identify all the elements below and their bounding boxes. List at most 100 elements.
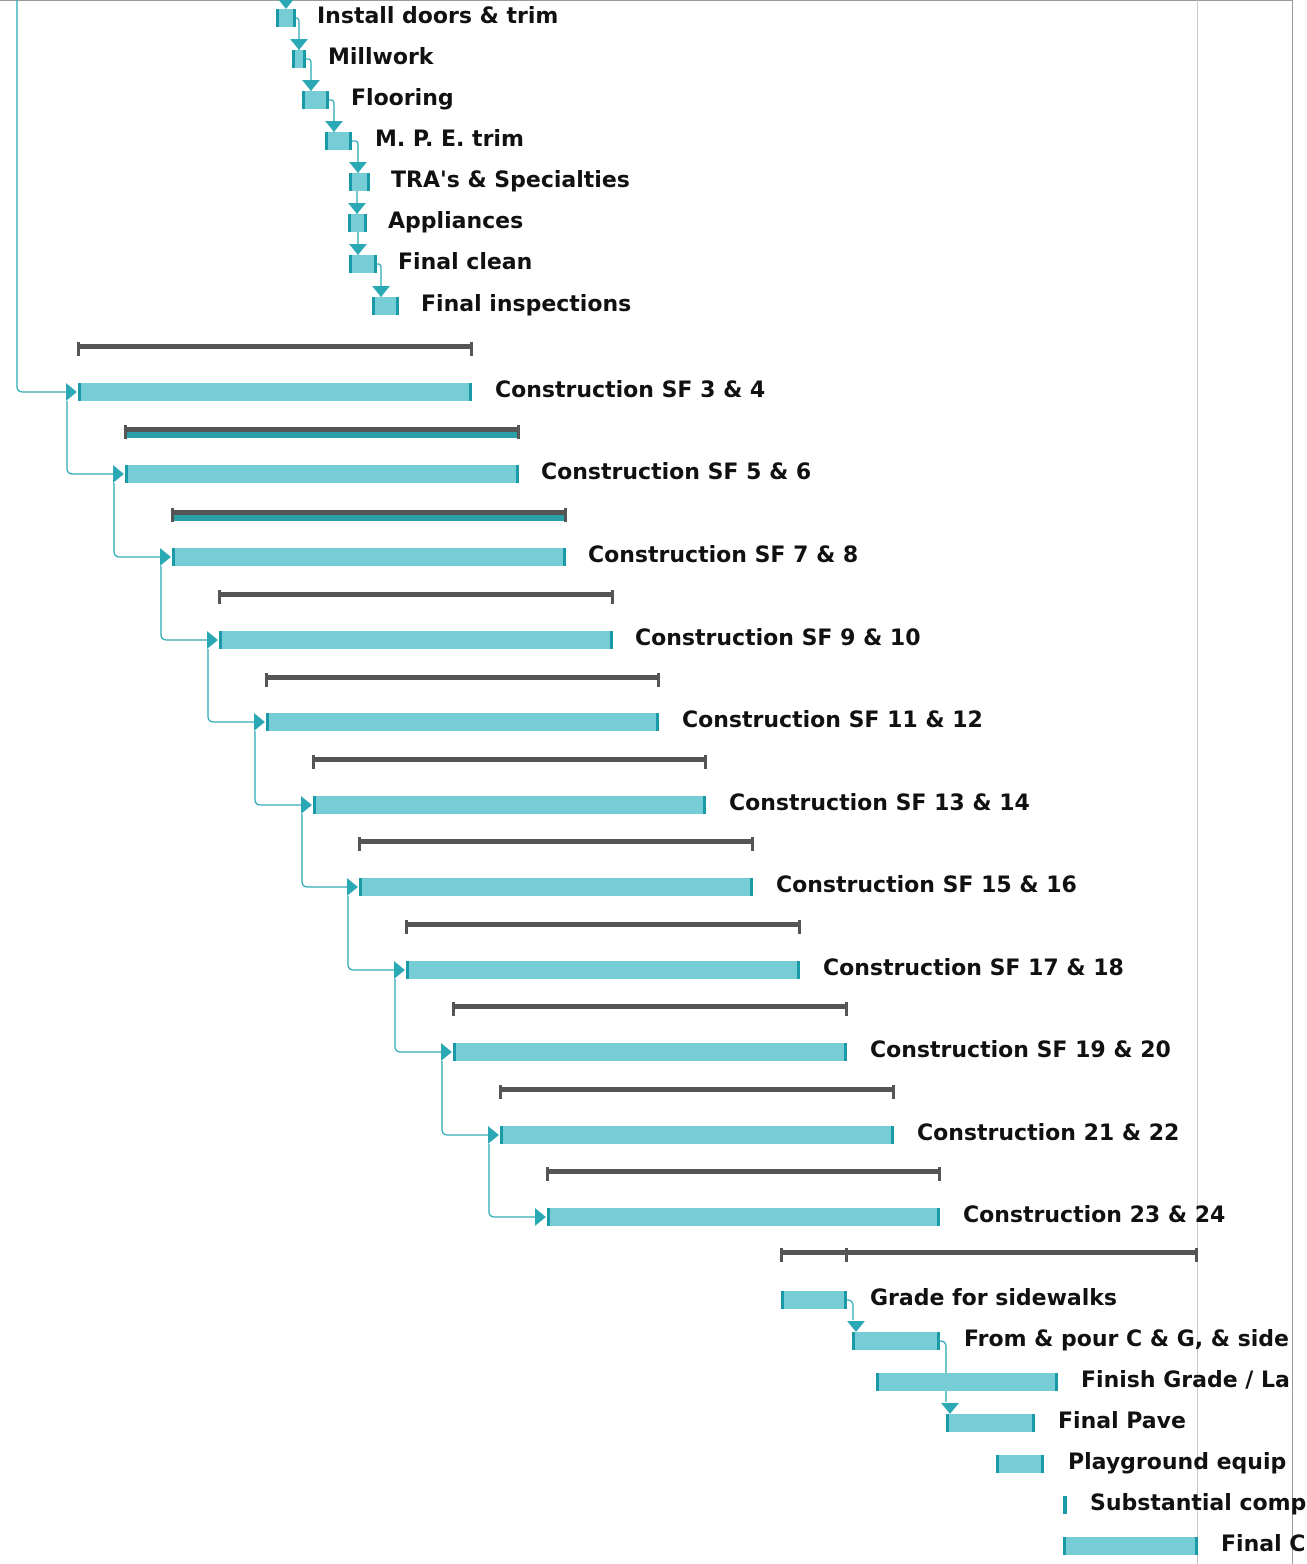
task-bar-22-end-edge: [1032, 1414, 1035, 1432]
task-bar-15-end-edge: [797, 961, 800, 979]
summary-bar-11-end-cap: [611, 590, 614, 604]
task-bar-15: [406, 961, 800, 979]
summary-bar-12: [266, 675, 659, 680]
dependency-link-main: [16, 0, 72, 393]
task-bar-25: [1063, 1537, 1198, 1555]
link-arrow-down: [372, 286, 390, 297]
task-label-sf-9-10: Construction SF 9 & 10: [635, 626, 921, 651]
link-arrow-right: [113, 465, 124, 483]
task-bar-7: [372, 297, 399, 315]
task-label-millwork: Millwork: [328, 45, 434, 70]
task-label-final-inspections: Final inspections: [421, 292, 632, 317]
task-bar-20-start-edge: [852, 1332, 855, 1350]
task-label-sf-19-20: Construction SF 19 & 20: [870, 1038, 1171, 1063]
task-bar-1: [292, 50, 306, 68]
link-arrow-down: [348, 203, 366, 214]
task-bar-8: [78, 383, 472, 401]
task-label-grade-sidewalks: Grade for sidewalks: [870, 1286, 1118, 1311]
task-bar-21-start-edge: [876, 1373, 879, 1391]
task-bar-19: [781, 1291, 847, 1309]
dependency-link-11: [207, 649, 255, 723]
task-bar-13: [313, 796, 706, 814]
dependency-link-6: [377, 263, 382, 297]
task-label-final-c: Final C: [1221, 1532, 1306, 1557]
dependency-link-2: [329, 99, 335, 132]
task-bar-12: [266, 713, 659, 731]
task-bar-5-end-edge: [364, 214, 367, 232]
task-bar-23-end-edge: [1041, 1455, 1044, 1473]
task-label-sf-11-12: Construction SF 11 & 12: [682, 708, 983, 733]
task-bar-17-end-edge: [891, 1126, 894, 1144]
task-bar-13-start-edge: [313, 796, 316, 814]
task-bar-2-start-edge: [302, 91, 305, 109]
link-arrow-right: [394, 961, 405, 979]
summary-bar-16: [453, 1004, 847, 1009]
dependency-link-15: [394, 979, 442, 1053]
pane-edge: [1292, 0, 1293, 1564]
task-bar-23: [996, 1455, 1044, 1473]
summary-bar-9-progress: [127, 432, 517, 438]
summary-bar-8-start-cap: [77, 342, 80, 356]
task-bar-12-start-edge: [266, 713, 269, 731]
task-label-sf-5-6: Construction SF 5 & 6: [541, 460, 812, 485]
link-arrow-right: [441, 1043, 452, 1061]
task-bar-3-end-edge: [349, 132, 352, 150]
task-bar-18: [547, 1208, 940, 1226]
link-arrow-down: [325, 121, 343, 132]
task-label-sf-7-8: Construction SF 7 & 8: [588, 543, 859, 568]
summary-bar-10-start-cap: [171, 508, 174, 522]
task-bar-0: [276, 9, 296, 27]
link-arrow-right: [488, 1126, 499, 1144]
task-bar-2-end-edge: [326, 91, 329, 109]
summary-bar-10-end-cap: [564, 508, 567, 522]
task-bar-19-start-edge: [781, 1291, 784, 1309]
task-bar-13-end-edge: [703, 796, 706, 814]
link-arrow-right: [535, 1208, 546, 1226]
task-label-form-pour: From & pour C & G, & side: [964, 1327, 1289, 1352]
dependency-link-9: [113, 483, 161, 558]
task-label-finish-grade: Finish Grade / La: [1081, 1368, 1290, 1393]
link-arrow-right: [66, 383, 77, 401]
task-bar-16-end-edge: [844, 1043, 847, 1061]
summary-bar-16-start-cap: [452, 1002, 455, 1016]
task-bar-23-start-edge: [996, 1455, 999, 1473]
task-bar-19-end-edge: [844, 1291, 847, 1309]
task-bar-6: [349, 255, 377, 273]
summary-bar-18-start-cap: [546, 1167, 549, 1181]
task-bar-25-end-edge: [1195, 1537, 1198, 1555]
task-bar-22-start-edge: [946, 1414, 949, 1432]
task-bar-20-end-edge: [937, 1332, 940, 1350]
task-bar-11: [219, 631, 613, 649]
dependency-link-10: [160, 566, 208, 641]
task-bar-16-start-edge: [453, 1043, 456, 1061]
link-arrow-right: [301, 796, 312, 814]
summary-bar-18-end-cap: [938, 1167, 941, 1181]
task-label-sf-13-14: Construction SF 13 & 14: [729, 791, 1030, 816]
dependency-link-8: [66, 401, 114, 475]
dependency-link-16: [441, 1061, 489, 1136]
summary-bar-8: [78, 344, 472, 349]
dependency-link-17: [488, 1144, 536, 1218]
task-bar-10-end-edge: [563, 548, 566, 566]
task-bar-9: [125, 465, 519, 483]
link-arrow-down: [302, 80, 320, 91]
dependency-link-pave: [939, 1340, 947, 1402]
summary-bar-13-start-cap: [312, 755, 315, 769]
summary-bar-12-start-cap: [265, 673, 268, 687]
task-bar-4: [349, 173, 370, 191]
summary-bar-9: [125, 427, 519, 432]
task-bar-5: [348, 214, 367, 232]
task-bar-9-end-edge: [516, 465, 519, 483]
task-bar-0-end-edge: [293, 9, 296, 27]
summary-bar-14-end-cap: [751, 837, 754, 851]
task-bar-10-start-edge: [172, 548, 175, 566]
summary-bar-11: [219, 592, 613, 597]
date-line: [1197, 0, 1198, 1564]
task-label-sf-17-18: Construction SF 17 & 18: [823, 956, 1124, 981]
link-arrow-right: [207, 631, 218, 649]
link-arrow-down: [290, 39, 308, 50]
task-bar-15-start-edge: [406, 961, 409, 979]
link-arrow-right: [160, 548, 171, 566]
task-bar-3: [325, 132, 352, 150]
